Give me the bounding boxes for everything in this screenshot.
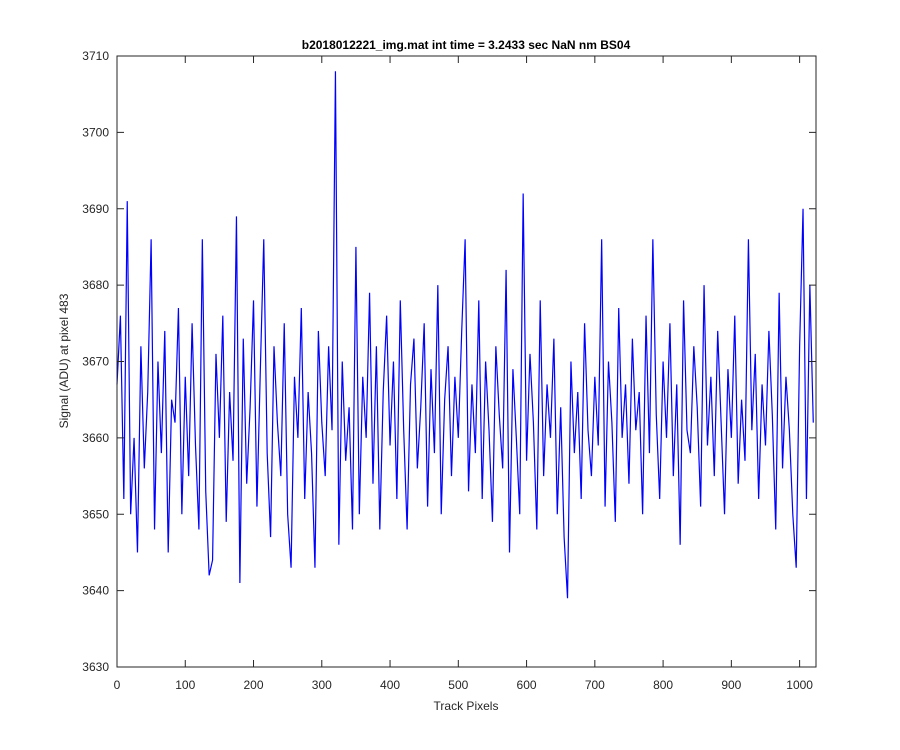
data-line <box>116 71 814 599</box>
y-tick-label: 3680 <box>82 278 109 292</box>
chart-title: b2018012221_img.mat int time = 3.2433 se… <box>302 38 631 52</box>
x-tick-label: 100 <box>175 678 195 692</box>
x-tick-label: 400 <box>380 678 400 692</box>
y-tick-label: 3660 <box>82 431 109 445</box>
y-tick-label: 3700 <box>82 125 109 139</box>
x-tick-label: 0 <box>114 678 121 692</box>
x-tick-label: 800 <box>653 678 673 692</box>
x-tick-label: 900 <box>721 678 741 692</box>
y-tick-label: 3710 <box>82 49 109 63</box>
y-tick-label: 3650 <box>82 507 109 521</box>
y-tick-label: 3640 <box>82 584 109 598</box>
x-tick-label: 200 <box>244 678 264 692</box>
x-tick-label: 700 <box>585 678 605 692</box>
x-axis-label: Track Pixels <box>434 699 499 713</box>
y-axis-label: Signal (ADU) at pixel 483 <box>57 293 71 428</box>
x-tick-label: 1000 <box>786 678 813 692</box>
x-tick-label: 500 <box>448 678 468 692</box>
y-tick-label: 3630 <box>82 660 109 674</box>
y-tick-label: 3690 <box>82 202 109 216</box>
x-tick-label: 600 <box>517 678 537 692</box>
y-tick-label: 3670 <box>82 355 109 369</box>
x-tick-label: 300 <box>312 678 332 692</box>
